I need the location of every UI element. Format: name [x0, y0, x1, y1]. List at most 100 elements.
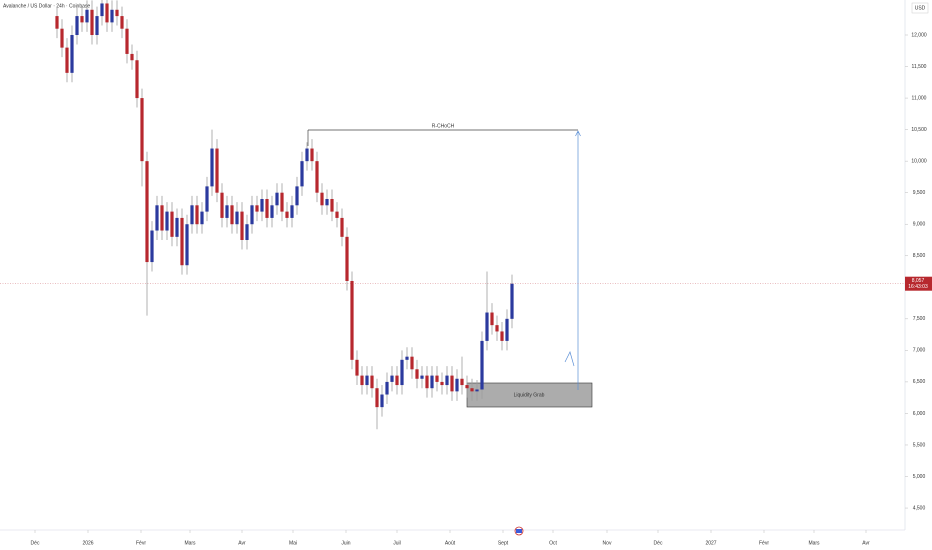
x-tick-label: Avr	[238, 540, 246, 546]
candle-body	[265, 198, 269, 218]
x-tick-label: Déc	[654, 540, 663, 546]
marks	[55, 0, 514, 430]
y-tick-label: 5,000	[913, 474, 926, 480]
candle-body	[145, 161, 149, 263]
x-tick-label: 2027	[705, 540, 716, 546]
candle-body	[380, 394, 384, 408]
candle-body	[490, 312, 494, 326]
event-icon-flag	[516, 529, 522, 533]
candle-body	[430, 375, 434, 389]
candle-body	[345, 236, 349, 281]
x-tick-label: Oct	[549, 540, 557, 546]
candle-body	[65, 47, 69, 73]
candle-body	[175, 217, 179, 237]
candle-body	[320, 192, 324, 206]
candle-body	[255, 205, 259, 212]
candle-body	[165, 211, 169, 231]
candle-body	[60, 28, 64, 48]
candle-body	[215, 148, 219, 193]
y-tick-label: 7,500	[913, 316, 926, 322]
y-tick-label: 6,500	[913, 379, 926, 385]
candle-body	[480, 340, 484, 390]
candle-body	[275, 192, 279, 206]
y-tick-label: 8,500	[913, 253, 926, 259]
candle-body	[400, 359, 404, 386]
candle-body	[225, 205, 229, 218]
candle-body	[455, 378, 459, 392]
y-tick-label: 11,500	[912, 64, 927, 70]
candle-body	[310, 148, 314, 162]
candle-body	[130, 53, 134, 61]
candle-body	[495, 325, 499, 332]
candle-body	[280, 192, 284, 212]
candle-body	[360, 375, 364, 386]
candle-body	[290, 205, 294, 218]
liquidity-label: Liquidity Grab	[514, 392, 545, 398]
candle-body	[340, 217, 344, 237]
y-tick-label: 10,000	[911, 158, 927, 164]
y-tick-label: 9,000	[913, 222, 926, 228]
candle-body	[445, 375, 449, 386]
x-tick-label: Avr	[862, 540, 870, 546]
candle-body	[205, 186, 209, 212]
candle-body	[70, 35, 74, 73]
candle-body	[375, 388, 379, 408]
candle-body	[200, 211, 204, 225]
x-tick-label: 2026	[82, 540, 93, 546]
candle-body	[110, 9, 114, 23]
candle-body	[245, 224, 249, 240]
candle-body	[465, 385, 469, 389]
candle-body	[125, 28, 129, 54]
candle-body	[450, 375, 454, 392]
y-tick-label: 4,500	[913, 505, 926, 511]
x-tick-label: Févr	[759, 540, 769, 546]
x-tick-label: Déc	[31, 540, 40, 546]
x-tick-label: Juil	[393, 540, 401, 546]
last-price-label: 8,057	[912, 278, 925, 284]
candle-body	[505, 318, 509, 341]
candle-body	[115, 9, 119, 17]
y-tick-label: 6,000	[913, 411, 926, 417]
x-tick-label: Mars	[184, 540, 196, 546]
candle-body	[335, 211, 339, 218]
candle-body	[75, 16, 79, 36]
x-tick-label: Févr	[136, 540, 146, 546]
candle-body	[150, 230, 154, 263]
candle-body	[415, 369, 419, 379]
candle-body	[350, 280, 354, 360]
candle-body	[250, 205, 254, 225]
projection-arrow	[575, 130, 581, 390]
candle-body	[390, 375, 394, 382]
candle-body	[55, 16, 59, 29]
last-price-box	[905, 276, 932, 291]
y-tick-label: 10,500	[911, 127, 927, 133]
candle-body	[370, 375, 374, 389]
candle-body	[460, 378, 464, 386]
y-tick-label: 7,000	[913, 348, 926, 354]
candle-body	[300, 161, 304, 187]
candle-body	[180, 217, 184, 266]
choch-label: R-CHoCH	[432, 123, 455, 129]
candle-body	[270, 205, 274, 218]
candle-body	[365, 375, 369, 386]
candle-body	[405, 356, 409, 360]
candle-body	[425, 375, 429, 389]
candle-body	[105, 3, 109, 23]
candle-body	[135, 60, 139, 99]
candle-body	[170, 211, 174, 237]
candle-body	[80, 16, 84, 23]
x-tick-label: Nov	[603, 540, 612, 546]
candle-body	[500, 331, 504, 341]
currency-box	[911, 2, 929, 14]
candle-body	[260, 198, 264, 212]
candle-body	[305, 148, 309, 162]
candle-body	[230, 205, 234, 225]
y-tick-label: 11,000	[912, 95, 927, 101]
candle-body	[475, 389, 479, 392]
candle-body	[440, 381, 444, 386]
candle-body	[195, 205, 199, 225]
candle-body	[510, 283, 514, 319]
candle-body	[315, 161, 319, 193]
